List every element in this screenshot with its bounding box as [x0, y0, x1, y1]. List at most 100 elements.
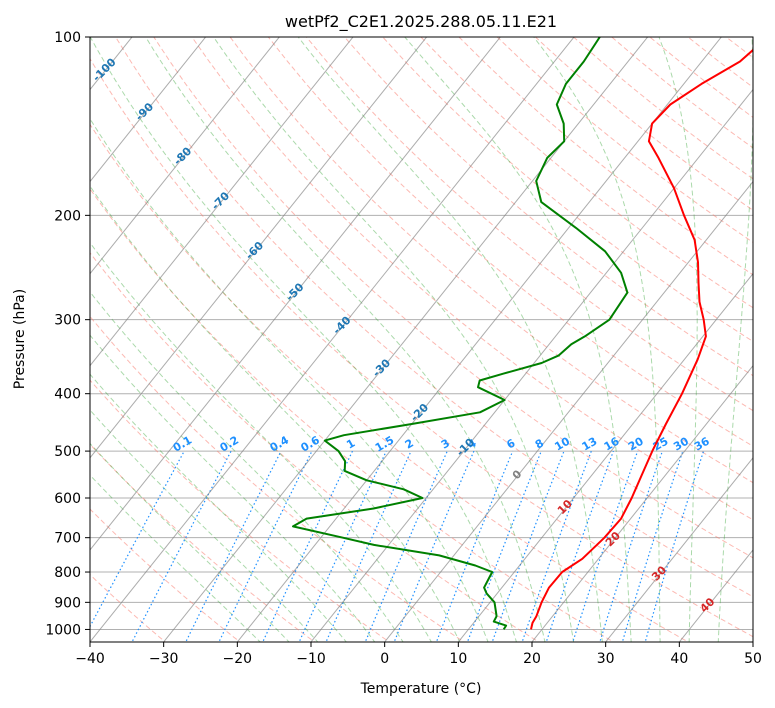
y-tick-label: 500: [54, 444, 81, 460]
x-tick-label: 20: [523, 651, 541, 667]
mixing-ratio-label: 8: [533, 437, 546, 452]
y-tick-label: 900: [54, 595, 81, 611]
x-tick-label: 10: [449, 651, 467, 667]
mixing-ratio-line: [393, 450, 475, 642]
mixing-ratio-label: 3: [439, 437, 452, 452]
x-tick-label: −20: [223, 651, 253, 667]
dry-adiabat: [649, 37, 753, 118]
mixing-ratio-label: 2: [403, 437, 416, 452]
isotherm: [604, 456, 753, 642]
dry-adiabat: [764, 37, 775, 644]
y-axis-label: Pressure (hPa): [12, 289, 28, 389]
moist-adiabat: [533, 37, 661, 642]
x-axis-label: Temperature (°C): [360, 681, 482, 697]
x-tick-label: 40: [670, 651, 688, 667]
y-tick-label: 100: [54, 30, 81, 46]
y-tick-label: 1000: [45, 622, 81, 638]
y-tick-label: 700: [54, 531, 81, 547]
isotherm: [457, 272, 753, 642]
y-tick-label: 800: [54, 565, 81, 581]
mixing-ratio-lines: [90, 450, 705, 642]
dry-adiabat: [458, 37, 753, 276]
mixing-ratio-label: 6: [504, 436, 517, 451]
dry-adiabat: [90, 57, 753, 638]
dry-adiabat: [90, 123, 690, 642]
dry-adiabat: [153, 37, 753, 559]
moist-adiabat: [90, 474, 261, 642]
moist-adiabat: [404, 37, 632, 642]
isotherm: [310, 88, 753, 642]
mixing-ratio-label: 1: [344, 437, 357, 452]
isotherm: [90, 37, 501, 551]
reference-line-labels: 0.1 0.2 0.4 0.6 1 1.5 2 3 4 6 8 10 13 16 20 25 30 36-100-…: [90, 55, 718, 615]
isotherm: [531, 364, 753, 642]
y-axis: 100 200 300 400 500 600 700 800 900 1000: [45, 30, 90, 638]
x-tick-label: 0: [380, 651, 389, 667]
mixing-ratio-line: [491, 450, 565, 642]
mixing-ratio-line: [572, 450, 639, 642]
dry-adiabat: [687, 37, 753, 88]
temperature-profile-line: [530, 48, 753, 630]
mixing-ratio-line: [185, 450, 282, 642]
y-tick-label: 600: [54, 491, 81, 507]
y-tick-label: 200: [54, 208, 81, 224]
isotherm: [236, 37, 722, 642]
x-tick-label: −40: [75, 651, 105, 667]
dry-adiabat: [420, 37, 753, 309]
moist-adiabat: [213, 37, 575, 642]
dry-adiabat: [90, 188, 615, 642]
dry-adiabats: [90, 37, 775, 644]
dry-adiabat: [535, 37, 753, 211]
mixing-ratio-line: [90, 450, 185, 628]
x-axis: −40 −30 −20 −10 0 10 20 30 40 50: [75, 642, 762, 667]
dry-adiabat: [229, 37, 753, 484]
dry-adiabat: [90, 508, 241, 642]
mixing-ratio-line: [521, 450, 592, 642]
moist-adiabat: [90, 185, 461, 642]
mixing-ratio-line: [466, 450, 542, 642]
moist-adiabat: [90, 373, 347, 642]
isotherm: [678, 549, 753, 642]
isotherm: [383, 180, 753, 642]
isotherm: [752, 641, 753, 642]
profile-series: [292, 37, 753, 630]
moist-adiabat: [90, 241, 432, 642]
y-tick-label: 300: [54, 313, 81, 329]
moist-adiabat: [90, 409, 319, 642]
moist-adiabat: [717, 37, 753, 642]
moist-adiabats: [90, 37, 753, 642]
moist-adiabat: [90, 334, 376, 642]
moist-adiabat: [90, 37, 518, 642]
x-tick-label: −10: [296, 651, 326, 667]
moist-adiabat: [90, 117, 489, 642]
dry-adiabat: [344, 37, 753, 377]
mixing-ratio-line: [435, 450, 514, 642]
dry-adiabat: [90, 443, 316, 642]
dry-adiabat: [115, 37, 753, 598]
y-tick-label: 400: [54, 387, 81, 403]
plot-frame: [89, 36, 754, 643]
isotherm: [90, 37, 207, 183]
dry-adiabat: [90, 252, 540, 642]
x-tick-label: 50: [744, 651, 762, 667]
mixing-ratio-line: [545, 450, 614, 642]
moist-adiabat: [145, 37, 546, 642]
mixing-ratio-line: [644, 450, 705, 642]
dry-adiabat: [90, 315, 466, 642]
moist-adiabat: [90, 291, 404, 642]
dry-adiabat: [90, 573, 167, 642]
x-tick-label: −30: [149, 651, 179, 667]
isotherm: [90, 37, 575, 642]
dewpoint-profile-line: [292, 37, 629, 630]
mixing-ratio-line: [599, 450, 663, 642]
mixing-ratio-line: [262, 450, 354, 642]
isotherm: [90, 37, 354, 367]
mixing-ratio-line: [621, 450, 684, 642]
dry-adiabat: [90, 379, 391, 642]
isotherm: [90, 37, 280, 275]
dry-adiabat: [191, 37, 753, 521]
moist-adiabat: [90, 442, 290, 642]
skewed-isotherms: [90, 37, 753, 642]
isotherm: [162, 37, 649, 642]
